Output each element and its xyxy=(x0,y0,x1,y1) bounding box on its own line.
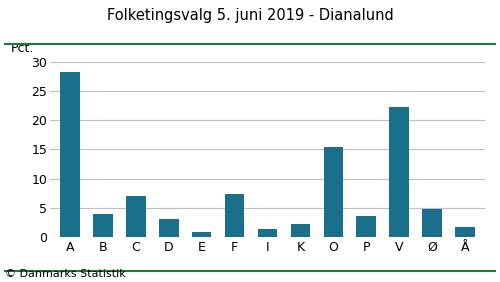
Bar xyxy=(456,227,475,237)
Bar xyxy=(159,219,178,237)
Bar xyxy=(290,224,310,237)
Bar xyxy=(126,196,146,237)
Bar xyxy=(356,217,376,237)
Bar xyxy=(224,194,244,237)
Bar xyxy=(258,229,278,237)
Bar xyxy=(93,213,112,237)
Bar xyxy=(60,72,80,237)
Bar xyxy=(324,147,344,237)
Bar xyxy=(422,210,442,237)
Bar xyxy=(390,107,409,237)
Text: Folketingsvalg 5. juni 2019 - Dianalund: Folketingsvalg 5. juni 2019 - Dianalund xyxy=(106,8,394,23)
Text: Pct.: Pct. xyxy=(11,42,34,55)
Bar xyxy=(192,232,212,237)
Text: © Danmarks Statistik: © Danmarks Statistik xyxy=(5,269,126,279)
